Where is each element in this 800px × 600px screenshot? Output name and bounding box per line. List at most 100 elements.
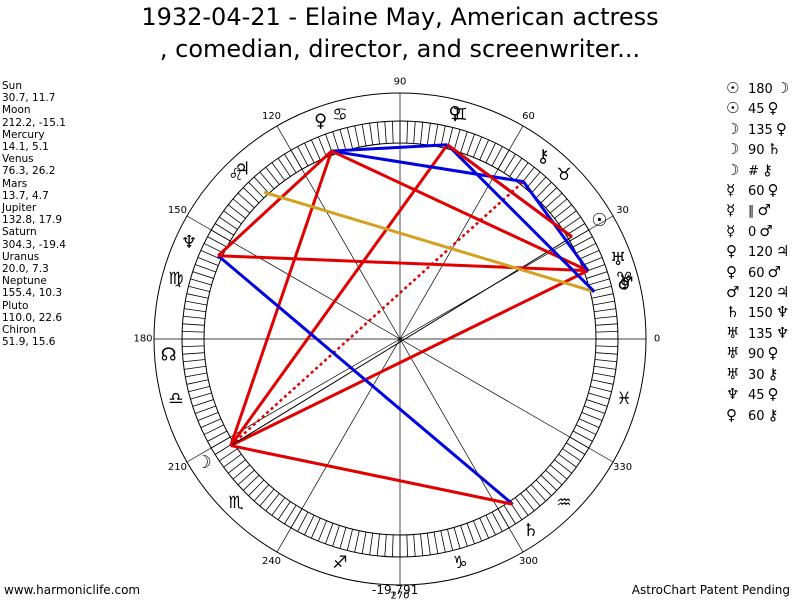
planet-values: 76.3, 26.2 bbox=[2, 165, 56, 178]
aspect-row: ♅ 90 ♀ bbox=[726, 344, 789, 364]
degree-tick bbox=[253, 176, 270, 194]
planet-name: Chiron bbox=[2, 324, 37, 337]
aspect-planet-1-glyph: ☽ bbox=[726, 140, 740, 159]
aspect-row: ☿ 60 ♀ bbox=[726, 181, 789, 201]
planet-glyph-icon: ☿ bbox=[619, 272, 630, 293]
aspect-planet-2-glyph: ⚷ bbox=[761, 160, 773, 179]
aspect-planet-1-glyph: ☿ bbox=[726, 201, 736, 220]
degree-tick bbox=[514, 162, 529, 181]
degree-tick bbox=[433, 531, 439, 554]
degree-tick bbox=[197, 256, 219, 266]
degree-tick bbox=[420, 122, 424, 145]
planet-values: 30.7, 11.7 bbox=[2, 92, 56, 105]
degree-tick bbox=[384, 121, 387, 144]
planet-glyph-icon: ♅ bbox=[610, 249, 626, 270]
planet-values: 20.0, 7.3 bbox=[2, 263, 49, 276]
degree-label: 90 bbox=[394, 77, 407, 88]
planet-values: 51.9, 15.6 bbox=[2, 336, 56, 349]
degree-tick bbox=[514, 497, 529, 516]
aspect-planet-1-glyph: ♅ bbox=[726, 364, 740, 383]
degree-tick bbox=[214, 223, 234, 236]
degree-label: 0 bbox=[654, 334, 660, 345]
degree-tick bbox=[384, 534, 387, 557]
degree-label: 270 bbox=[390, 591, 409, 600]
zodiac-sign-icon: ♐ bbox=[332, 553, 347, 573]
degree-tick bbox=[566, 442, 586, 455]
degree-tick bbox=[391, 121, 394, 144]
degree-tick bbox=[253, 484, 270, 502]
degree-tick bbox=[376, 122, 380, 145]
planet-name: Venus bbox=[2, 153, 34, 166]
degree-tick bbox=[200, 418, 222, 429]
degree-tick bbox=[558, 453, 577, 468]
planet-values: 14.1, 5.1 bbox=[2, 141, 49, 154]
planet-name: Jupiter bbox=[2, 202, 37, 215]
aspect-planet-2-glyph: ♀ bbox=[767, 344, 779, 363]
aspect-angle: 135 bbox=[748, 122, 773, 138]
aspect-line bbox=[230, 269, 589, 447]
zodiac-sign-icon: ♑ bbox=[452, 553, 467, 573]
degree-tick bbox=[190, 392, 212, 400]
aspect-planet-2-glyph: ⚷ bbox=[767, 364, 779, 383]
degree-tick bbox=[562, 216, 581, 230]
degree-tick bbox=[426, 123, 431, 145]
degree-tick bbox=[310, 139, 321, 161]
degree-tick bbox=[466, 523, 475, 544]
degree-tick bbox=[207, 430, 228, 442]
degree-tick bbox=[485, 142, 496, 164]
degree-label: 30 bbox=[616, 205, 629, 216]
degree-tick bbox=[186, 293, 209, 299]
footer-center-value: -19,791 bbox=[372, 583, 419, 597]
aspect-angle: 120 bbox=[748, 245, 773, 261]
degree-tick bbox=[525, 488, 541, 507]
degree-tick bbox=[426, 533, 431, 555]
degree-tick bbox=[192, 271, 214, 279]
degree-label: 60 bbox=[522, 111, 535, 122]
aspect-planet-2-glyph: ♀ bbox=[767, 99, 779, 118]
degree-tick bbox=[592, 372, 615, 378]
degree-label: 210 bbox=[168, 462, 187, 473]
degree-tick bbox=[594, 359, 617, 363]
aspect-row: ☽ # ⚷ bbox=[726, 161, 789, 181]
degree-tick bbox=[304, 142, 315, 164]
planet-glyph-icon: ♃ bbox=[234, 158, 250, 179]
degree-tick bbox=[530, 176, 547, 194]
aspect-angle: 180 bbox=[748, 82, 773, 97]
degree-label: 180 bbox=[133, 334, 152, 345]
degree-tick bbox=[183, 359, 206, 363]
aspect-planet-1-glyph: ♆ bbox=[726, 385, 740, 404]
degree-tick bbox=[549, 198, 568, 214]
degree-label: 240 bbox=[262, 556, 281, 567]
aspect-row: ♅ 135 ♆ bbox=[726, 324, 789, 344]
planet-values: 110.0, 22.6 bbox=[2, 311, 63, 324]
degree-label: 150 bbox=[168, 205, 187, 216]
degree-tick bbox=[369, 533, 374, 555]
aspect-planet-1-glyph: ☿ bbox=[726, 221, 736, 240]
lunar-node-icon: ☊ bbox=[161, 345, 177, 366]
degree-tick bbox=[184, 365, 206, 370]
aspect-angle: 45 bbox=[748, 102, 765, 118]
aspect-row: ♂ 120 ♃ bbox=[726, 283, 789, 303]
degree-tick bbox=[575, 424, 597, 435]
aspect-planet-1-glyph: ♅ bbox=[726, 323, 740, 342]
planet-glyph-icon: ☽ bbox=[196, 452, 212, 473]
planet-name: Moon bbox=[2, 104, 31, 117]
aspect-line bbox=[217, 149, 333, 257]
aspect-row: ☽ 90 ♄ bbox=[726, 140, 789, 160]
degree-tick bbox=[460, 131, 468, 153]
degree-tick bbox=[466, 134, 475, 155]
aspect-planet-2-glyph: ♄ bbox=[767, 140, 781, 159]
degree-tick bbox=[185, 300, 208, 306]
degree-tick bbox=[197, 412, 219, 422]
degree-tick bbox=[284, 153, 297, 173]
aspect-planet-1-glyph: ☉ bbox=[726, 99, 740, 118]
planet-glyph-icon: ⚷ bbox=[537, 146, 550, 167]
aspect-planet-2-glyph: ♀ bbox=[767, 385, 779, 404]
degree-tick bbox=[354, 530, 360, 553]
degree-tick bbox=[265, 493, 280, 512]
aspect-line bbox=[218, 254, 588, 273]
degree-tick bbox=[188, 285, 210, 292]
degree-tick bbox=[346, 127, 353, 149]
planet-name: Pluto bbox=[2, 299, 29, 312]
planet-glyph-icon: ♄ bbox=[523, 520, 539, 541]
